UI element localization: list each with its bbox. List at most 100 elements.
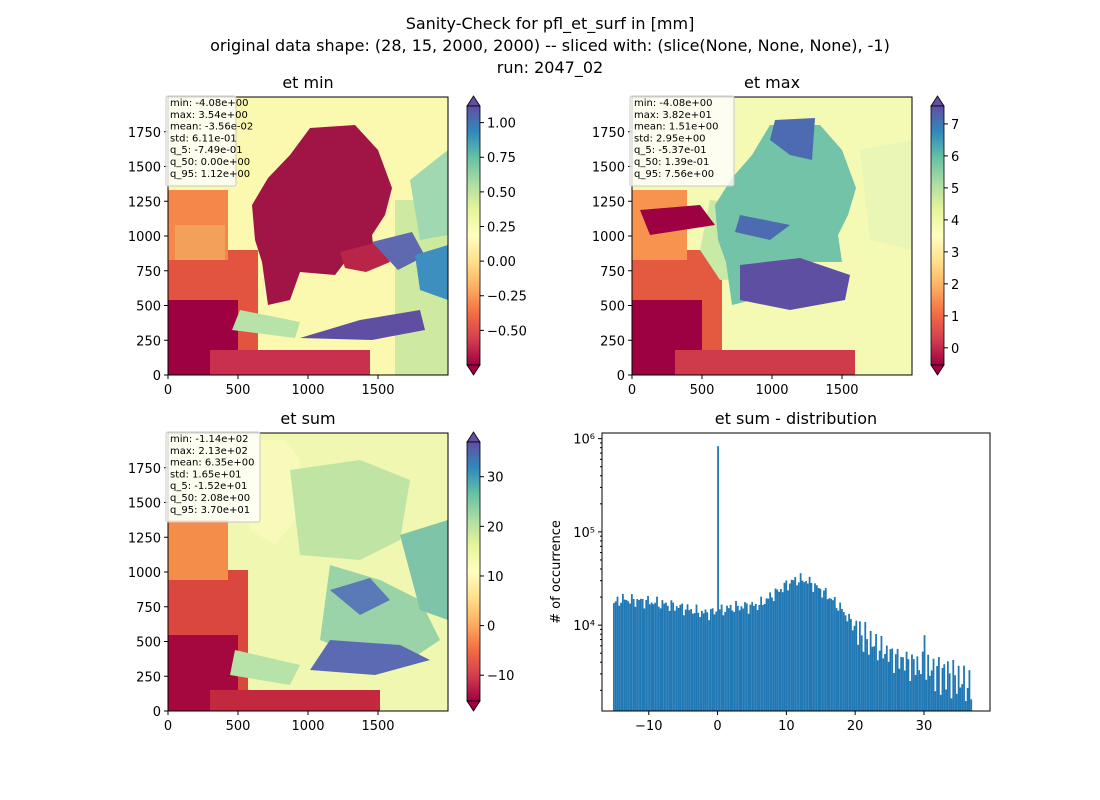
panel-title: et max	[744, 73, 800, 92]
histogram-bar	[885, 645, 888, 711]
histogram-bar	[945, 689, 947, 711]
histogram-bar	[688, 610, 691, 711]
y-axis-ticks: 0 250 500 750 1000 1250 1500 1750	[128, 126, 168, 384]
panel-et-sum: et sum 0 500 1000 1500 0 250 500 750 1000 1250 15…	[128, 409, 515, 734]
histogram-bar	[858, 621, 861, 711]
colorbar-tick-label: 30	[487, 471, 504, 486]
colorbar-tick-label: 7	[951, 118, 959, 133]
stats-line: min: -4.08e+00	[170, 98, 249, 109]
histogram-bar	[887, 661, 890, 711]
histogram-bar	[706, 612, 709, 711]
histogram-bar	[803, 582, 806, 711]
histogram-bar	[683, 615, 685, 711]
x-tick-label: 1000	[291, 383, 324, 398]
histogram-bar	[729, 604, 732, 711]
histogram-bar	[823, 590, 825, 711]
histogram-bar	[948, 673, 951, 711]
histogram-bar	[650, 602, 653, 711]
x-axis-ticks: 0 500 1000 1500	[164, 375, 395, 398]
histogram-bar	[618, 605, 621, 711]
colorbar-tick-label: 0.25	[487, 220, 516, 235]
histogram-bar	[925, 679, 928, 711]
colorbar-tick-label: −10	[487, 669, 514, 684]
histogram-bar	[744, 602, 746, 711]
stats-line: q_5: -1.52e+01	[170, 481, 247, 492]
stats-line: max: 3.82e+01	[634, 110, 712, 121]
histogram-bar	[833, 597, 836, 711]
histogram-bar	[815, 585, 818, 711]
histogram-bar	[684, 609, 687, 711]
histogram-bar	[914, 674, 917, 711]
histogram-bar	[889, 649, 892, 711]
histogram-bar	[903, 670, 906, 711]
stats-line: q_95: 1.12e+00	[170, 169, 250, 180]
histogram-bar	[699, 617, 701, 711]
histogram-bar	[911, 654, 913, 711]
histogram-bar	[921, 651, 924, 711]
stats-line: std: 6.11e-01	[170, 133, 237, 144]
histogram-bar	[826, 599, 829, 711]
histogram-bar	[675, 606, 678, 711]
histogram-bar	[801, 580, 804, 711]
histogram-bar	[665, 602, 667, 711]
histogram-bar	[787, 590, 789, 711]
y-tick-label: 250	[600, 334, 625, 349]
histogram-bar	[918, 670, 921, 711]
histogram-bar	[753, 605, 755, 711]
histogram-bar	[792, 580, 795, 711]
histogram-bar	[810, 582, 813, 711]
histogram-bar	[806, 583, 809, 711]
histogram-bar	[790, 579, 793, 711]
histogram-bar	[722, 615, 725, 711]
y-tick-label: 10⁶	[573, 433, 595, 448]
colorbar-gradient	[930, 105, 945, 366]
histogram-bar	[894, 654, 897, 711]
histogram-bar	[864, 621, 867, 711]
histogram-bar	[788, 583, 791, 711]
y-tick-label: 0	[153, 705, 161, 720]
stats-line: mean: -3.56e-02	[170, 122, 253, 133]
histogram-bar	[959, 687, 962, 711]
stats-line: std: 1.65e+01	[170, 469, 242, 480]
histogram-bar	[954, 675, 956, 711]
histogram-bar	[693, 613, 696, 711]
histogram-bar	[749, 604, 752, 711]
y-tick-label: 1750	[592, 126, 625, 141]
histogram-bar	[656, 596, 658, 711]
y-tick-label: 1500	[128, 161, 161, 176]
histogram-bar	[666, 605, 669, 711]
histogram-bar	[936, 665, 938, 711]
histogram-bar	[850, 618, 852, 711]
histogram-bar	[778, 591, 780, 711]
stats-line: max: 3.54e+00	[170, 110, 248, 121]
histogram-bar	[900, 657, 903, 711]
histogram-bar	[718, 609, 721, 711]
histogram-bar	[627, 601, 630, 711]
stats-line: min: -1.14e+02	[170, 434, 249, 445]
histogram-bar	[668, 611, 671, 711]
histogram-bar	[616, 596, 619, 711]
histogram-bar	[844, 615, 847, 711]
histogram-bar	[943, 664, 946, 711]
histogram-bar	[855, 620, 858, 711]
histogram-bar	[686, 604, 689, 711]
histogram-bar	[932, 658, 935, 711]
heatmap-image	[168, 433, 448, 711]
histogram-bar	[674, 610, 676, 711]
histogram-bar	[692, 613, 694, 711]
histogram-bar	[767, 598, 770, 711]
histogram-bar	[726, 605, 728, 711]
histogram-bar	[851, 630, 854, 711]
colorbar-tick-label: 3	[951, 246, 959, 261]
colorbar: 0 1 2 3 4 5 6 7	[930, 95, 959, 376]
stats-line: q_5: -7.49e-01	[170, 145, 243, 156]
histogram-bar	[645, 599, 648, 711]
histogram-bar	[876, 660, 879, 711]
histogram-bar	[797, 582, 800, 711]
x-tick-label: 1500	[361, 719, 394, 734]
histogram-bar	[968, 670, 971, 711]
histogram-bar	[785, 580, 788, 711]
y-axis-label: # of occurrence	[549, 520, 564, 624]
colorbar-tick-label: 4	[951, 214, 959, 229]
